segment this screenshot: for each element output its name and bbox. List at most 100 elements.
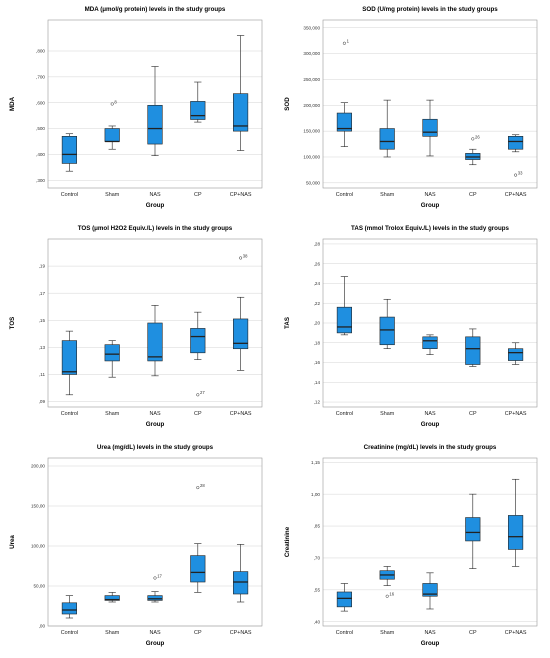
y-tick-label: ,40 xyxy=(314,619,321,624)
y-tick-label: 150,000 xyxy=(303,129,320,134)
chart-title: Urea (mg/dL) levels in the study groups xyxy=(97,444,214,451)
y-tick-label: 1,00 xyxy=(311,492,320,497)
x-tick-label: NAS xyxy=(424,411,435,417)
box-iqr xyxy=(379,128,395,150)
x-tick-label: CP+NAS xyxy=(230,630,252,636)
box-iqr xyxy=(61,136,77,164)
y-tick-label: ,400 xyxy=(36,152,45,157)
x-tick-label: Control xyxy=(61,192,78,198)
plot-frame xyxy=(322,457,538,627)
box-iqr xyxy=(147,595,163,601)
y-tick-label: ,11 xyxy=(39,372,45,377)
x-tick-label: Control xyxy=(336,630,353,636)
urea-chart-panel: Urea (mg/dL) levels in the study groups,… xyxy=(0,438,275,657)
tos-boxplot: TOS (μmol H2O2 Equiv./L) levels in the s… xyxy=(9,225,263,428)
box-iqr xyxy=(61,340,77,375)
creatinine-chart-panel: Creatinine (mg/dL) levels in the study g… xyxy=(275,438,550,657)
x-tick-label: CP+NAS xyxy=(230,192,252,198)
y-tick-label: ,22 xyxy=(314,301,321,306)
x-tick-label: CP+NAS xyxy=(505,411,527,417)
x-tick-label: Control xyxy=(336,192,353,198)
x-tick-label: CP+NAS xyxy=(230,411,252,417)
outlier-label: 16 xyxy=(389,592,394,597)
box-iqr xyxy=(422,583,438,597)
y-tick-label: ,500 xyxy=(36,126,45,131)
x-tick-label: NAS xyxy=(424,630,435,636)
box-iqr xyxy=(233,571,249,595)
mda-boxplot: MDA (μmol/g protein) levels in the study… xyxy=(9,6,263,209)
y-tick-label: 350,000 xyxy=(303,25,320,30)
plot-frame xyxy=(322,238,538,408)
box-iqr xyxy=(508,515,524,550)
chart-title: MDA (μmol/g protein) levels in the study… xyxy=(85,6,226,13)
y-tick-label: ,18 xyxy=(314,340,321,345)
y-axis-label: MDA xyxy=(9,96,16,111)
x-tick-label: NAS xyxy=(149,630,160,636)
y-tick-label: ,28 xyxy=(314,242,321,247)
y-tick-label: ,09 xyxy=(39,399,46,404)
x-tick-label: CP xyxy=(469,630,477,636)
y-axis-label: TAS xyxy=(284,317,291,329)
box-iqr xyxy=(104,595,120,601)
x-tick-label: NAS xyxy=(149,411,160,417)
y-tick-label: 50,000 xyxy=(306,180,320,185)
box-iqr xyxy=(61,602,77,615)
x-axis-label: Group xyxy=(421,640,440,647)
outlier-label: 38 xyxy=(243,253,248,258)
box-iqr xyxy=(104,128,120,142)
y-tick-label: ,300 xyxy=(36,178,45,183)
chart-title: TOS (μmol H2O2 Equiv./L) levels in the s… xyxy=(78,225,233,232)
y-tick-label: 100,00 xyxy=(31,544,45,549)
y-axis-label: TOS xyxy=(9,317,16,330)
outlier-label: 17 xyxy=(157,573,162,578)
y-tick-label: ,13 xyxy=(39,345,46,350)
y-tick-label: 1,15 xyxy=(311,460,320,465)
outlier-point xyxy=(153,576,157,580)
x-tick-label: Control xyxy=(61,630,78,636)
outlier-point xyxy=(471,137,475,141)
box-iqr xyxy=(508,348,524,361)
y-tick-label: 200,00 xyxy=(31,464,45,469)
box-iqr xyxy=(336,112,352,132)
x-tick-label: NAS xyxy=(424,192,435,198)
plot-frame xyxy=(47,457,263,627)
y-tick-label: ,24 xyxy=(314,281,321,286)
y-tick-label: ,19 xyxy=(39,264,46,269)
x-tick-label: Sham xyxy=(380,192,395,198)
x-axis-label: Group xyxy=(146,202,165,209)
plot-frame xyxy=(47,19,263,189)
outlier-point xyxy=(385,594,389,598)
y-tick-label: 200,000 xyxy=(303,103,320,108)
outlier-label: 1 xyxy=(347,39,350,44)
box-iqr xyxy=(147,104,163,145)
outlier-label: 28 xyxy=(200,483,205,488)
box-iqr xyxy=(336,306,352,334)
box-iqr xyxy=(422,118,438,137)
x-axis-label: Group xyxy=(146,640,165,647)
y-axis-label: SOD xyxy=(284,97,291,111)
mda-chart-panel: MDA (μmol/g protein) levels in the study… xyxy=(0,0,275,219)
y-tick-label: 300,000 xyxy=(303,51,320,56)
outlier-point xyxy=(514,173,518,177)
box-iqr xyxy=(336,591,352,608)
x-tick-label: Sham xyxy=(380,630,395,636)
box-iqr xyxy=(190,555,206,583)
y-tick-label: ,85 xyxy=(314,524,321,529)
box-iqr xyxy=(233,93,249,132)
x-axis-label: Group xyxy=(421,202,440,209)
x-tick-label: Sham xyxy=(105,411,120,417)
x-tick-label: NAS xyxy=(149,192,160,198)
y-tick-label: 250,000 xyxy=(303,77,320,82)
plot-frame xyxy=(322,19,538,189)
y-axis-label: Urea xyxy=(9,535,16,549)
y-axis-label: Creatinine xyxy=(284,526,291,557)
sod-boxplot: SOD (U/mg protein) levels in the study g… xyxy=(284,6,538,209)
x-tick-label: CP xyxy=(194,192,202,198)
y-tick-label: 100,000 xyxy=(303,155,320,160)
y-tick-label: ,16 xyxy=(314,360,321,365)
outlier-label: 26 xyxy=(475,134,480,139)
x-tick-label: Sham xyxy=(105,630,120,636)
x-tick-label: Sham xyxy=(380,411,395,417)
y-tick-label: ,15 xyxy=(39,318,46,323)
